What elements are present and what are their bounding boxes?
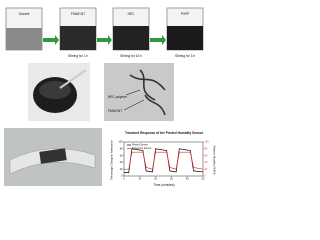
ink-photo	[28, 63, 90, 121]
y2-tick-label: 100	[205, 141, 210, 144]
arrows	[43, 35, 166, 45]
chart-title: Transient Response of the Printed Humidi…	[125, 131, 204, 135]
x-tick-label: 10	[138, 178, 141, 181]
tem-image	[104, 63, 174, 121]
series-line	[124, 151, 204, 170]
step: Stirring for 3 h	[175, 54, 195, 58]
step: Stirring for 1 h	[68, 54, 88, 58]
label: HEC polymer	[108, 95, 128, 99]
x-tick-label: 50	[202, 178, 205, 181]
y2-tick-label: 20	[205, 168, 208, 171]
y-tick-label: 0	[121, 175, 123, 178]
y-tick-label: 40	[120, 161, 123, 164]
label: PVPP	[181, 12, 190, 16]
y2-tick-label: 60	[205, 154, 208, 157]
label: Solvent	[19, 12, 30, 16]
y-tick-label: 20	[120, 168, 123, 171]
label: FMWCNT	[108, 109, 122, 113]
y2-tick-label: 0	[205, 175, 207, 178]
y-tick-label: 100	[118, 141, 123, 144]
y-tick-label: 80	[120, 147, 123, 150]
x-label: Time (minutes)	[153, 183, 174, 187]
y2-tick-label: 40	[205, 161, 208, 164]
legend-label: Reference Sensor	[132, 147, 151, 150]
y-tick-label: 60	[120, 154, 123, 157]
y2-label: Relative Humidity (%RH)	[212, 146, 216, 175]
x-tick-label: 30	[170, 178, 173, 181]
sensor-photo	[4, 128, 102, 186]
graphical-abstract: Solvent FMWCNT HEC PVPP Stirring for 1 h…	[4, 7, 216, 187]
plot-area	[123, 141, 204, 177]
y-label: Percentage Change in Resistance	[110, 140, 114, 180]
label: HEC	[128, 12, 135, 16]
beakers	[5, 7, 204, 51]
x-tick-label: 0	[123, 178, 125, 181]
y2-tick-label: 80	[205, 147, 208, 150]
x-tick-label: 40	[186, 178, 189, 181]
series-line	[124, 148, 204, 173]
step: Stirring for 16 h	[120, 54, 142, 58]
x-tick-label: 20	[154, 178, 157, 181]
legend-label: Printed Sensor	[132, 144, 148, 147]
label: FMWCNT	[71, 12, 85, 16]
